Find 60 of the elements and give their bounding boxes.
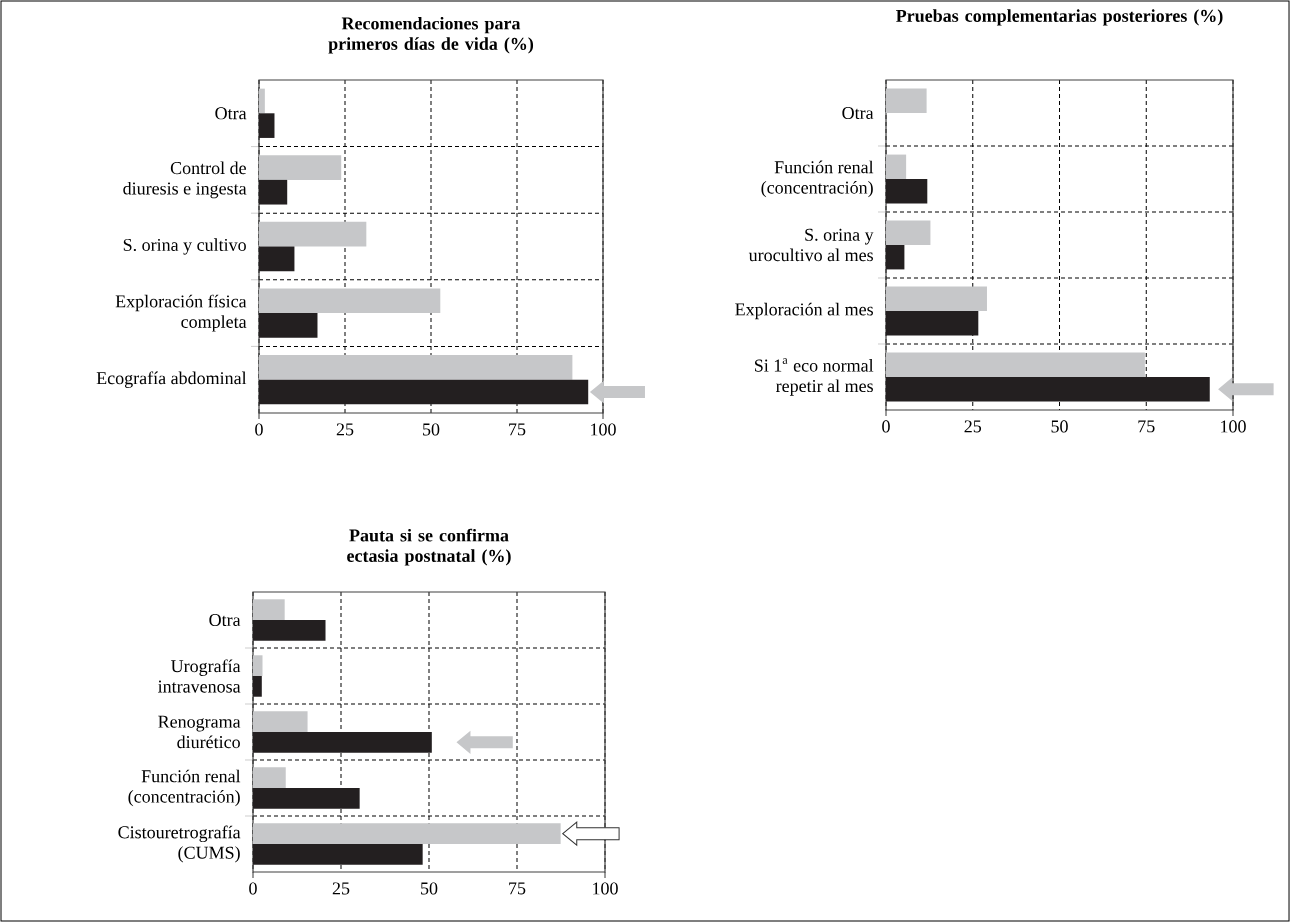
x-tick-label: 100 bbox=[593, 882, 618, 895]
x-tick-label: 100 bbox=[591, 423, 616, 436]
y-tick-label: Función renal (concentración) bbox=[128, 769, 241, 807]
x-tick-label: 50 bbox=[423, 423, 440, 436]
x-tick-label: 0 bbox=[882, 420, 890, 433]
bar bbox=[259, 155, 342, 180]
bar bbox=[253, 620, 326, 641]
chart-title: Pruebas complementarias posteriores (%) bbox=[896, 9, 1223, 26]
bar bbox=[259, 88, 265, 114]
chart-title: Recomendaciones para primeros días de vida (%) bbox=[328, 16, 534, 54]
y-tick-label: Otra bbox=[215, 107, 247, 120]
bar bbox=[253, 599, 285, 620]
x-tick-label: 25 bbox=[964, 420, 982, 433]
bar bbox=[253, 767, 286, 788]
y-tick-label: Urografía intravenosa bbox=[158, 659, 241, 693]
x-tick-label: 75 bbox=[509, 882, 526, 895]
bar bbox=[253, 844, 423, 865]
bar bbox=[886, 154, 907, 179]
y-tick-label: Exploración al mes bbox=[735, 302, 873, 320]
bar bbox=[253, 788, 360, 809]
bar bbox=[886, 310, 979, 336]
y-tick-label: S. orina y cultivo bbox=[123, 238, 246, 255]
x-tick-label: 25 bbox=[336, 423, 354, 436]
y-tick-label: Otra bbox=[209, 613, 241, 627]
bar bbox=[886, 376, 1210, 402]
y-tick-label: Ecografía abdominal bbox=[96, 371, 247, 388]
bar bbox=[886, 244, 905, 270]
x-tick-label: 0 bbox=[255, 423, 263, 436]
y-tick-label: Otra bbox=[842, 106, 874, 120]
bar bbox=[886, 286, 987, 311]
x-tick-label: 100 bbox=[1221, 420, 1246, 433]
bar bbox=[259, 221, 367, 247]
bar bbox=[259, 288, 441, 314]
x-tick-label: 50 bbox=[421, 882, 438, 895]
bar bbox=[253, 732, 432, 753]
y-tick-label: Exploración física completa bbox=[115, 294, 247, 332]
y-tick-label: Función renal (concentración) bbox=[761, 160, 874, 198]
bar bbox=[253, 676, 262, 697]
x-tick-label: 0 bbox=[249, 882, 257, 895]
x-tick-label: 25 bbox=[332, 882, 350, 895]
bar bbox=[259, 313, 318, 338]
bar bbox=[259, 179, 288, 205]
y-tick-label: Cistouretrografía (CUMS) bbox=[118, 825, 241, 863]
x-tick-label: 75 bbox=[1138, 420, 1155, 433]
bar bbox=[259, 113, 275, 138]
bar bbox=[886, 179, 928, 204]
chart-title: Pauta si se confirma ectasia postnatal (%) bbox=[347, 528, 511, 566]
x-tick-label: 50 bbox=[1051, 420, 1068, 433]
y-tick-label: Control de diuresis e ingesta bbox=[123, 161, 247, 199]
bar bbox=[886, 220, 931, 245]
bar bbox=[886, 88, 927, 113]
bar bbox=[259, 355, 573, 380]
bar bbox=[253, 655, 263, 676]
y-tick-label: S. orina y urocultivo al mes bbox=[748, 228, 874, 262]
y-tick-label: Si 1$^{a}$ eco normal repetir al mes bbox=[755, 358, 874, 396]
y-tick-label: Renograma diurético bbox=[158, 715, 241, 749]
x-tick-label: 75 bbox=[509, 423, 526, 436]
bar bbox=[886, 352, 1145, 377]
bar bbox=[259, 246, 295, 272]
bar bbox=[253, 711, 308, 732]
